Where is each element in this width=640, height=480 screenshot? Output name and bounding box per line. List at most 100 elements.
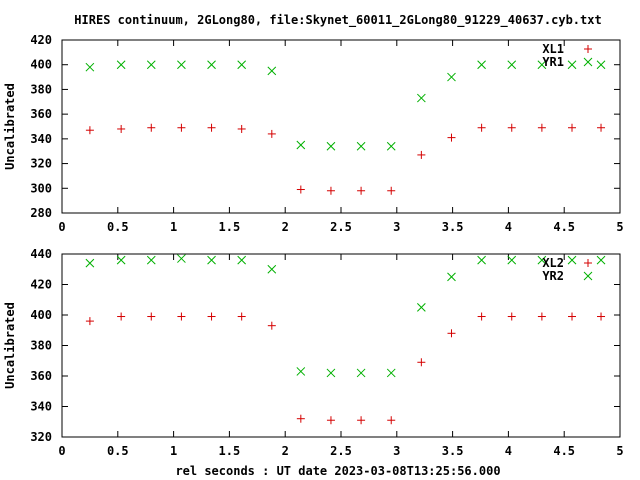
data-point-yr1 (567, 60, 577, 70)
data-point-yr1 (537, 60, 547, 70)
x-tick-label: 2.5 (330, 444, 352, 458)
y-tick-label: 340 (30, 400, 52, 414)
data-point-yr1 (356, 141, 366, 151)
legend-label-xl1: XL1 (542, 42, 564, 56)
legend-marker-yr2 (583, 271, 593, 281)
data-point-xl1 (207, 123, 216, 132)
y-tick-label: 320 (30, 157, 52, 171)
y-axis-label: Uncalibrated (3, 302, 17, 389)
x-tick-label: 2.5 (330, 220, 352, 234)
data-point-xl2 (537, 312, 546, 321)
data-point-xl1 (417, 150, 426, 159)
data-point-xl2 (417, 358, 426, 367)
data-point-xl2 (207, 312, 216, 321)
x-tick-label: 0 (58, 220, 65, 234)
data-point-xl1 (237, 124, 246, 133)
data-point-xl1 (477, 123, 486, 132)
y-axis-label: Uncalibrated (3, 83, 17, 170)
x-tick-label: 3.5 (442, 444, 464, 458)
data-point-yr2 (326, 368, 336, 378)
data-point-xl2 (507, 312, 516, 321)
x-axis-label: rel seconds : UT date 2023-03-08T13:25:5… (175, 464, 500, 478)
y-tick-label: 420 (30, 33, 52, 47)
data-point-xl1 (447, 133, 456, 142)
data-point-xl1 (177, 123, 186, 132)
x-tick-label: 4.5 (553, 220, 575, 234)
data-point-yr2 (537, 255, 547, 265)
data-point-yr2 (567, 255, 577, 265)
data-point-xl2 (177, 312, 186, 321)
data-point-xl1 (267, 129, 276, 138)
data-point-xl1 (387, 186, 396, 195)
legend-marker-yr1 (583, 57, 593, 67)
y-tick-label: 340 (30, 132, 52, 146)
data-point-yr1 (416, 93, 426, 103)
data-point-yr2 (267, 264, 277, 274)
data-point-yr2 (596, 255, 606, 265)
data-point-xl2 (447, 329, 456, 338)
data-point-xl1 (597, 123, 606, 132)
data-point-yr2 (447, 272, 456, 282)
data-point-yr2 (207, 255, 216, 265)
y-tick-label: 380 (30, 339, 52, 353)
data-point-yr2 (386, 368, 396, 378)
data-point-xl2 (568, 312, 577, 321)
x-tick-label: 1.5 (219, 444, 241, 458)
data-point-xl2 (357, 416, 366, 425)
data-point-xl2 (597, 312, 606, 321)
data-point-yr2 (416, 303, 426, 312)
data-point-yr1 (237, 60, 247, 70)
x-tick-label: 4.5 (553, 444, 575, 458)
x-tick-label: 2 (282, 220, 289, 234)
x-tick-label: 2 (282, 444, 289, 458)
data-point-yr2 (296, 367, 306, 376)
data-point-xl2 (387, 416, 396, 425)
y-tick-label: 360 (30, 369, 52, 383)
chart-title: HIRES continuum, 2GLong80, file:Skynet_6… (74, 13, 601, 28)
data-point-yr1 (116, 60, 126, 70)
data-point-xl2 (85, 317, 94, 326)
y-tick-label: 360 (30, 107, 52, 121)
y-tick-label: 400 (30, 308, 52, 322)
x-tick-label: 1 (170, 220, 177, 234)
data-point-yr2 (85, 258, 95, 268)
data-point-yr1 (596, 60, 606, 70)
x-tick-label: 5 (616, 220, 623, 234)
y-tick-label: 400 (30, 58, 52, 72)
plot-frame (61, 253, 621, 438)
data-point-yr1 (146, 60, 156, 70)
data-point-yr2 (237, 255, 247, 265)
data-point-yr1 (477, 60, 486, 70)
data-point-yr1 (447, 72, 456, 82)
data-point-yr1 (507, 60, 517, 70)
y-tick-label: 380 (30, 82, 52, 96)
x-tick-label: 0 (58, 444, 65, 458)
lower-panel: Uncalibrated 0 0.5 1 1.5 2 2.5 3 3.5 4 4.5 5 320 340 3… (3, 247, 624, 458)
data-point-yr2 (356, 368, 366, 378)
data-point-xl1 (507, 123, 516, 132)
data-point-xl2 (326, 416, 335, 425)
y-tick-label: 420 (30, 278, 52, 292)
data-point-xl1 (296, 185, 305, 194)
x-tick-label: 1.5 (219, 220, 241, 234)
y-tick-label: 320 (30, 430, 52, 444)
data-point-yr1 (386, 141, 396, 151)
data-point-xl1 (537, 123, 546, 132)
data-point-xl1 (85, 126, 94, 135)
x-tick-label: 3 (393, 444, 400, 458)
data-point-xl1 (326, 186, 335, 195)
data-point-yr1 (207, 60, 216, 70)
data-point-xl1 (147, 123, 156, 132)
legend-label-yr2: YR2 (542, 269, 564, 283)
data-point-xl1 (117, 124, 126, 133)
data-point-xl2 (296, 414, 305, 423)
x-tick-label: 4 (505, 444, 512, 458)
legend-label-yr1: YR1 (542, 55, 564, 69)
data-point-yr1 (267, 66, 277, 76)
data-point-xl2 (147, 312, 156, 321)
data-point-yr2 (116, 255, 126, 265)
data-point-yr1 (177, 60, 186, 70)
x-tick-label: 3.5 (442, 220, 464, 234)
data-point-yr1 (326, 141, 336, 151)
